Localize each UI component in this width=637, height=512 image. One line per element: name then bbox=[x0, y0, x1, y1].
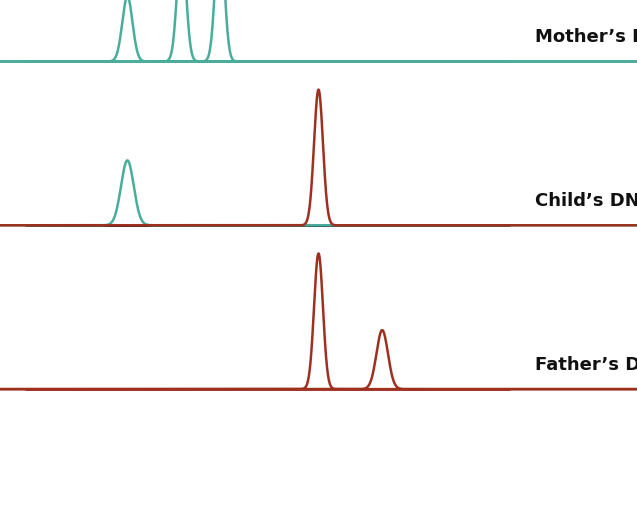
Text: Father’s DNA: Father’s DNA bbox=[535, 355, 637, 374]
Text: Child’s DNA: Child’s DNA bbox=[535, 191, 637, 210]
Text: Mother’s DNA: Mother’s DNA bbox=[535, 28, 637, 46]
